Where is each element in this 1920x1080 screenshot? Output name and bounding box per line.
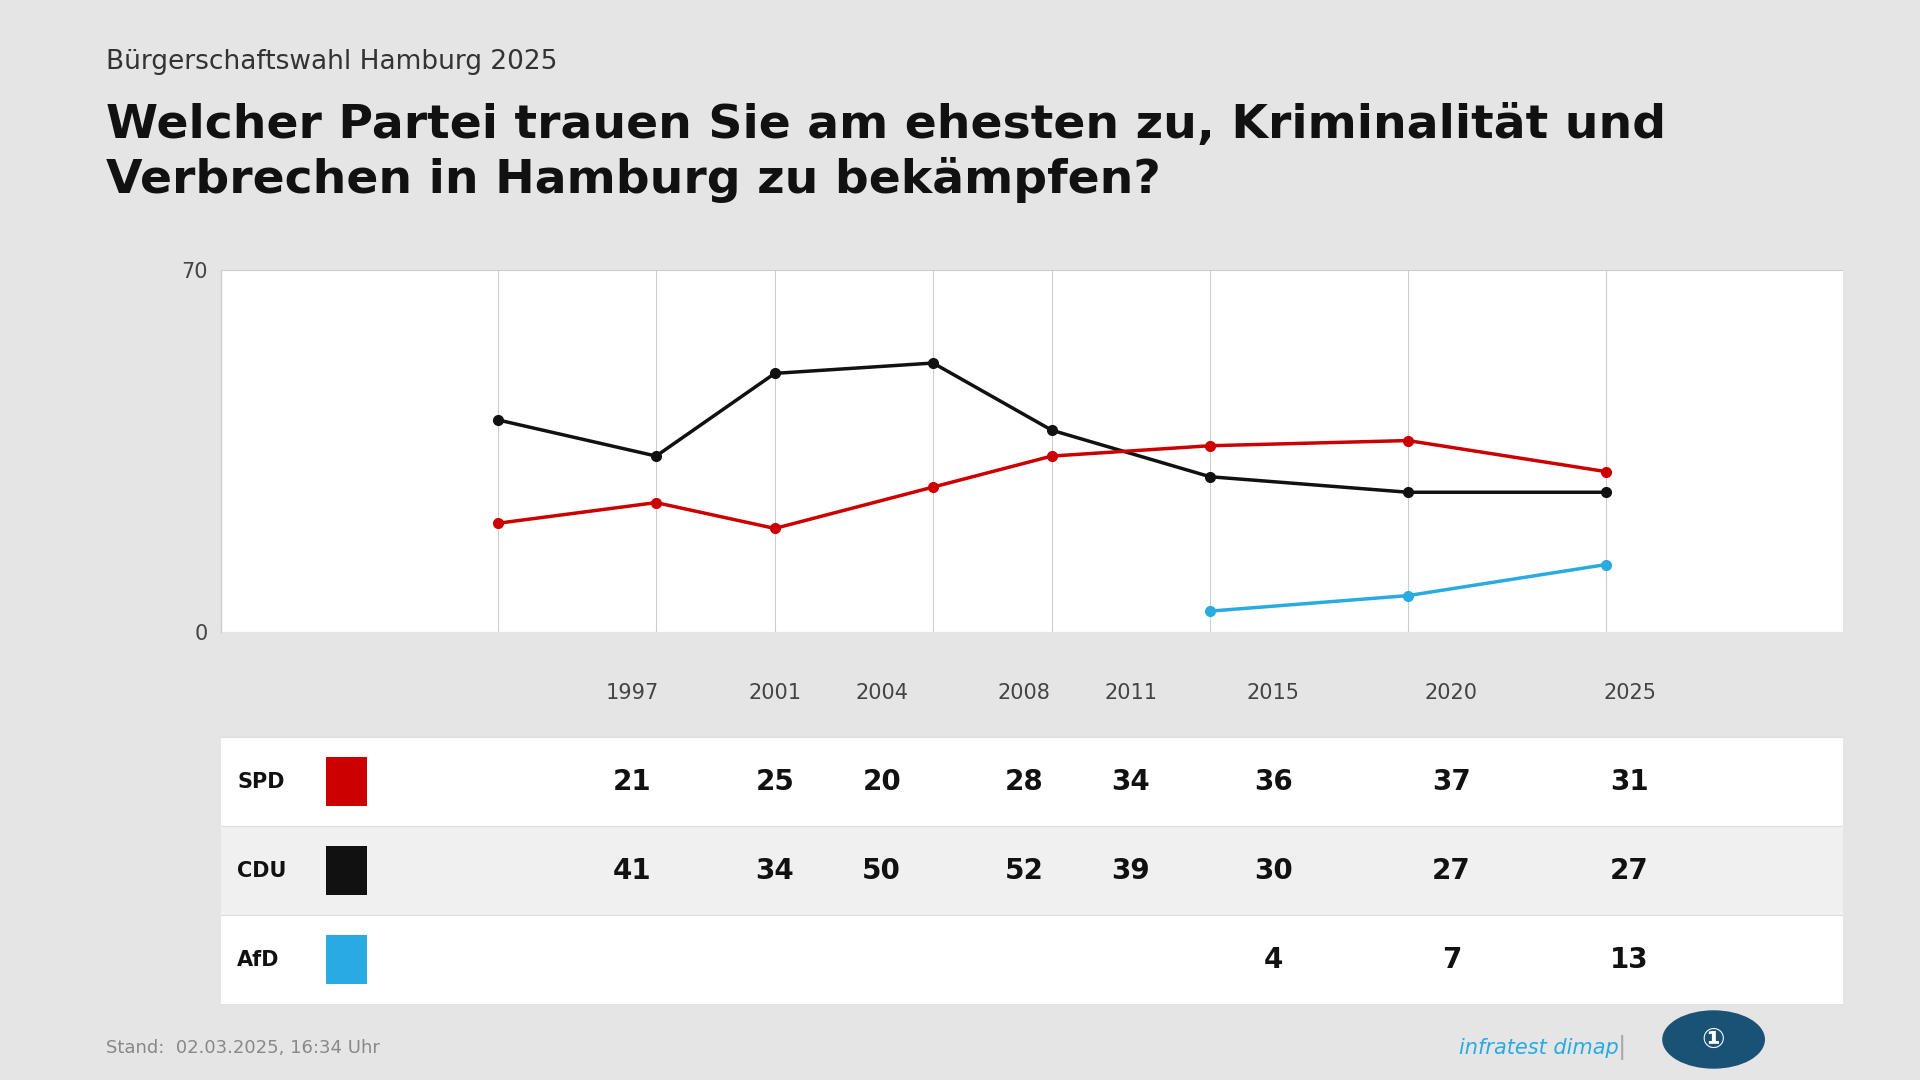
Text: 27: 27 [1432, 856, 1471, 885]
Text: infratest dimap: infratest dimap [1459, 1038, 1619, 1057]
Text: 50: 50 [862, 856, 900, 885]
Text: AfD: AfD [236, 949, 280, 970]
Text: 7: 7 [1442, 946, 1461, 974]
Text: 34: 34 [1112, 768, 1150, 796]
Text: 2015: 2015 [1246, 683, 1300, 703]
Text: 4: 4 [1263, 946, 1283, 974]
Bar [221, 916, 1843, 1004]
Text: SPD: SPD [236, 771, 284, 792]
Text: Welcher Partei trauen Sie am ehesten zu, Kriminalität und
Verbrechen in Hamburg : Welcher Partei trauen Sie am ehesten zu,… [106, 103, 1667, 203]
Text: 39: 39 [1112, 856, 1150, 885]
Text: 34: 34 [755, 856, 795, 885]
Text: 2020: 2020 [1425, 683, 1478, 703]
Text: 2001: 2001 [749, 683, 801, 703]
Text: 27: 27 [1611, 856, 1649, 885]
Text: 41: 41 [612, 856, 651, 885]
Bar [326, 757, 367, 806]
Text: CDU: CDU [236, 861, 286, 881]
Bar [221, 826, 1843, 916]
Text: 30: 30 [1254, 856, 1292, 885]
Text: 2008: 2008 [998, 683, 1050, 703]
Text: 13: 13 [1611, 946, 1649, 974]
Text: 1997: 1997 [605, 683, 659, 703]
Text: Bürgerschaftswahl Hamburg 2025: Bürgerschaftswahl Hamburg 2025 [106, 49, 557, 75]
Text: 2004: 2004 [854, 683, 908, 703]
Bar [221, 737, 1843, 826]
Text: 52: 52 [1004, 856, 1044, 885]
Circle shape [1663, 1011, 1764, 1068]
Text: 20: 20 [862, 768, 900, 796]
Text: 2011: 2011 [1104, 683, 1158, 703]
Text: 31: 31 [1611, 768, 1649, 796]
Text: 21: 21 [612, 768, 651, 796]
Bar [326, 847, 367, 895]
Text: |: | [1619, 1035, 1626, 1061]
Text: 37: 37 [1432, 768, 1471, 796]
Text: 2025: 2025 [1603, 683, 1657, 703]
Text: ①: ① [1701, 1026, 1726, 1053]
Text: Stand:  02.03.2025, 16:34 Uhr: Stand: 02.03.2025, 16:34 Uhr [106, 1039, 380, 1056]
Text: 25: 25 [755, 768, 795, 796]
Text: 28: 28 [1004, 768, 1043, 796]
Bar [326, 935, 367, 984]
Bar [221, 648, 1843, 737]
Text: 36: 36 [1254, 768, 1292, 796]
